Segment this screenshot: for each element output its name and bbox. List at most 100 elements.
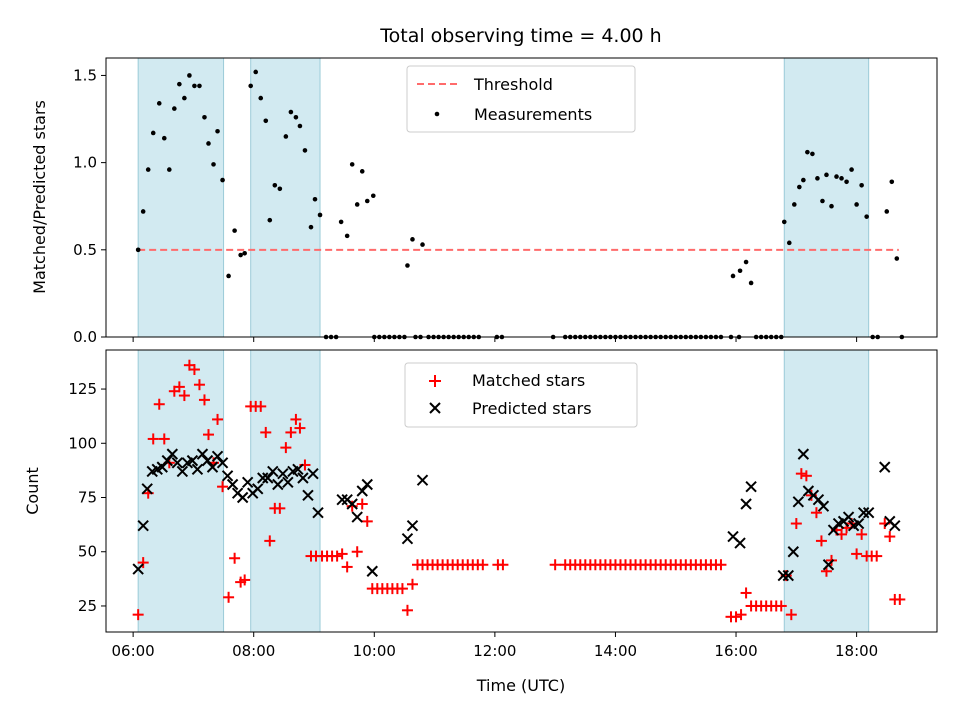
matched-star-point	[549, 559, 561, 571]
matched-star-point	[856, 528, 868, 540]
matched-star-point	[871, 550, 883, 562]
measurement-point	[135, 247, 141, 253]
predicted-star-point	[141, 483, 153, 495]
measurement-point	[182, 95, 187, 101]
observing-interval	[250, 57, 321, 338]
matched-star-point	[497, 559, 509, 571]
measurement-point	[737, 268, 743, 274]
predicted-star-point	[171, 457, 184, 469]
measurement-point	[889, 179, 895, 185]
predicted-star-point	[257, 472, 269, 484]
predicted-star-point	[262, 472, 274, 484]
matched-star-point	[294, 422, 306, 434]
legend-predicted-label: Predicted stars	[472, 399, 592, 418]
measurement-point	[317, 212, 323, 218]
predicted-star-point	[406, 520, 419, 532]
measurement-point	[370, 193, 376, 199]
measurement-point	[839, 176, 844, 181]
count-x-tick-label: 10:00	[353, 642, 396, 660]
matched-star-point	[202, 429, 214, 441]
matched-star-point	[217, 481, 229, 493]
measurement-point	[820, 198, 825, 204]
count-y-tick-label: 100	[68, 434, 97, 452]
measurement-point	[197, 83, 202, 89]
measurement-point	[801, 177, 806, 183]
ratio-legend-box	[406, 65, 636, 133]
measurement-point	[884, 209, 890, 214]
predicted-star-point	[842, 511, 855, 523]
observing-interval	[137, 349, 225, 633]
predicted-star-point	[297, 472, 309, 484]
measurement-point	[748, 280, 754, 286]
predicted-star-point	[787, 546, 800, 558]
matched-star-point	[790, 518, 802, 530]
matched-star-point	[255, 400, 267, 412]
matched-star-point	[361, 515, 373, 527]
ratio-panel: 0.0 0.5 1.0 1.5 Matched/Predicted stars Thr…	[30, 57, 938, 346]
measurement-point	[810, 151, 815, 157]
count-x-tick-label: 08:00	[232, 642, 275, 660]
predicted-star-point	[336, 493, 348, 506]
legend-matched-swatch	[429, 375, 441, 387]
measurement-point	[849, 167, 854, 172]
predicted-star-point	[241, 476, 254, 489]
predicted-star-point	[201, 454, 214, 467]
matched-star-point	[356, 498, 368, 510]
predicted-star-point	[277, 467, 289, 480]
measurement-point	[263, 118, 269, 124]
predicted-star-point	[226, 478, 239, 491]
ratio-y-axis-label: Matched/Predicted stars	[30, 100, 49, 294]
ratio-legend: Threshold Measurements	[406, 65, 636, 133]
predicted-star-point	[416, 474, 429, 486]
predicted-star-point	[132, 563, 144, 575]
measurement-point	[150, 130, 156, 136]
predicted-star-point	[221, 470, 234, 482]
predicted-star-point	[822, 559, 835, 571]
measurement-point	[743, 259, 749, 265]
predicted-star-point	[740, 498, 752, 510]
measurement-point	[167, 167, 172, 172]
matched-star-point	[800, 470, 812, 482]
predicted-star-point	[166, 448, 179, 460]
matched-star-point	[401, 604, 413, 616]
matched-star-point	[193, 379, 205, 391]
predicted-star-point	[361, 478, 373, 491]
measurement-point	[786, 240, 792, 246]
measurement-point	[253, 69, 259, 75]
predicted-star-point	[156, 461, 168, 473]
predicted-star-point	[282, 476, 294, 489]
matched-star-point	[153, 398, 165, 410]
matched-star-point	[229, 552, 241, 564]
matched-star-point	[239, 574, 251, 586]
measurement-point	[206, 141, 211, 146]
count-plot-area	[105, 349, 938, 633]
measurement-point	[172, 106, 177, 111]
measurement-point	[232, 228, 237, 233]
measurement-point	[267, 217, 273, 223]
predicted-star-point	[252, 483, 264, 495]
matched-star-point	[894, 593, 906, 605]
predicted-star-point	[782, 569, 794, 582]
measurement-point	[140, 209, 146, 214]
measurement-point	[302, 148, 308, 153]
count-y-axis-label: Count	[23, 467, 42, 515]
measurement-point	[805, 149, 810, 155]
matched-star-point	[158, 433, 170, 445]
predicted-star-point	[307, 467, 319, 480]
measurement-point	[354, 202, 360, 207]
predicted-star-point	[196, 448, 209, 460]
predicted-star-point	[879, 461, 891, 473]
predicted-star-point	[777, 569, 789, 582]
matched-star-point	[173, 381, 185, 393]
predicted-star-point	[176, 465, 189, 478]
measurement-point	[834, 174, 839, 179]
matched-star-point	[341, 561, 353, 573]
predicted-star-point	[857, 506, 870, 519]
matched-star-point	[735, 609, 747, 621]
count-legend: Matched stars Predicted stars	[404, 362, 638, 428]
measurement-point	[283, 134, 289, 139]
predicted-star-point	[302, 489, 314, 502]
measurement-point	[145, 167, 151, 172]
measurement-point	[211, 162, 216, 167]
predicted-star-point	[267, 465, 279, 478]
